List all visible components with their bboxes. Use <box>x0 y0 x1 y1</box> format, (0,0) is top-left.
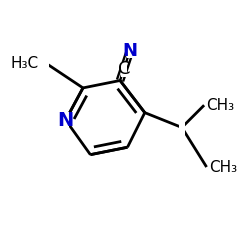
Text: C: C <box>118 60 130 78</box>
Text: N: N <box>58 110 74 130</box>
Text: N: N <box>122 42 138 60</box>
Text: CH₃: CH₃ <box>206 98 235 113</box>
Text: CH₃: CH₃ <box>209 160 237 174</box>
Text: H₃C: H₃C <box>10 56 38 71</box>
